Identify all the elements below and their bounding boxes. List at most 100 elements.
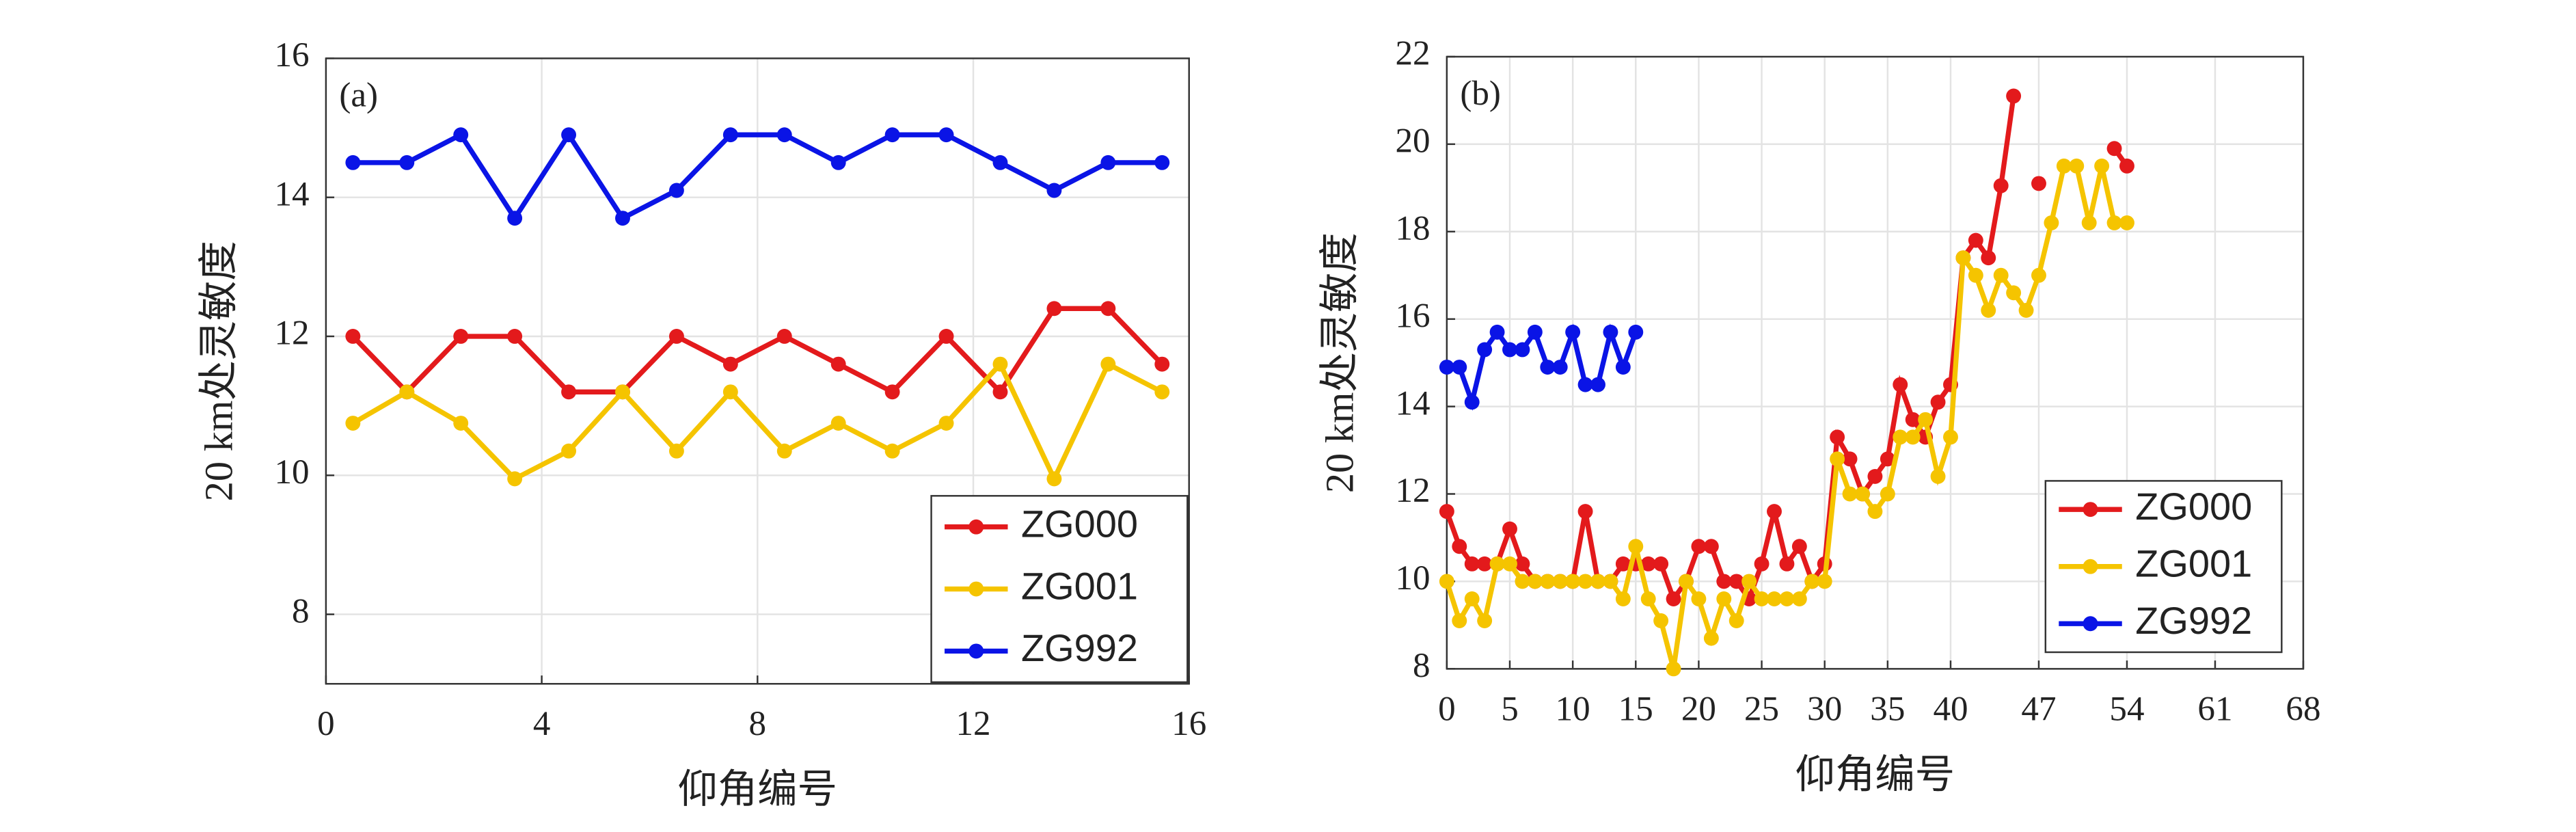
data-point: [1154, 356, 1170, 372]
data-point: [1754, 556, 1770, 572]
data-point: [561, 443, 577, 459]
x-tick-label: 0: [1438, 689, 1456, 728]
data-point: [776, 127, 792, 143]
data-point: [2056, 158, 2072, 174]
y-tick-label: 8: [1413, 646, 1431, 685]
data-point: [668, 443, 684, 459]
data-point: [1653, 556, 1669, 572]
data-point: [1993, 267, 2009, 283]
x-tick-label: 40: [1933, 689, 1968, 728]
data-point: [507, 471, 523, 487]
legend-label: ZG001: [2135, 541, 2252, 585]
data-point: [1955, 250, 1971, 266]
data-point: [1703, 630, 1719, 646]
data-point: [2094, 158, 2110, 174]
data-point: [1830, 451, 1845, 467]
series-line: [1446, 323, 1638, 411]
data-point: [1830, 429, 1845, 445]
x-tick-label: 30: [1807, 689, 1842, 728]
data-point: [938, 329, 954, 344]
x-tick-label: 12: [955, 704, 990, 743]
data-point: [938, 416, 954, 431]
x-axis-label: 仰角编号: [1795, 752, 1955, 796]
data-point: [1842, 451, 1858, 467]
data-point: [2081, 215, 2097, 230]
data-point: [2006, 285, 2022, 301]
data-point: [1918, 412, 1934, 427]
x-tick-label: 16: [1171, 704, 1206, 743]
y-tick-label: 14: [274, 174, 309, 213]
y-tick-label: 22: [1395, 34, 1430, 73]
x-tick-label: 47: [2021, 689, 2056, 728]
data-point: [399, 384, 415, 400]
data-point: [1905, 429, 1921, 445]
data-point: [1981, 302, 1996, 318]
data-point: [1046, 301, 1062, 317]
data-point: [1880, 451, 1895, 467]
data-point: [1767, 591, 1782, 606]
data-point: [830, 155, 846, 170]
data-point: [1565, 324, 1581, 340]
data-point: [1716, 591, 1732, 606]
y-tick-label: 12: [274, 314, 309, 353]
y-axis-label: 20 km处灵敏度: [1317, 232, 1361, 493]
data-point: [1552, 574, 1568, 589]
data-point: [2119, 215, 2134, 230]
x-tick-label: 4: [533, 704, 551, 743]
data-point: [1703, 539, 1719, 554]
data-point: [1527, 574, 1543, 589]
data-point: [1603, 324, 1618, 340]
data-point: [1502, 556, 1517, 572]
data-point: [1577, 504, 1593, 520]
data-point: [1100, 356, 1116, 372]
x-tick-label: 10: [1556, 689, 1590, 728]
data-point: [507, 329, 523, 344]
data-point: [2031, 267, 2046, 283]
x-tick-label: 25: [1744, 689, 1779, 728]
data-point: [2119, 158, 2134, 174]
data-point: [1993, 178, 2009, 193]
data-point: [668, 183, 684, 198]
plot-frame: [325, 57, 1190, 685]
data-point: [1577, 377, 1593, 392]
data-point: [1653, 613, 1669, 628]
data-point: [776, 443, 792, 459]
x-tick-label: 68: [2286, 689, 2320, 728]
data-point: [1867, 468, 1883, 484]
data-point: [1767, 504, 1782, 520]
legend-marker: [968, 519, 984, 535]
data-point: [1842, 486, 1858, 502]
data-point: [1628, 324, 1644, 340]
data-point: [1640, 556, 1656, 572]
data-point: [615, 384, 630, 400]
data-point: [1452, 613, 1467, 628]
data-point: [2106, 141, 2122, 157]
data-point: [1666, 591, 1681, 606]
y-axis-label: 20 km处灵敏度: [196, 241, 241, 501]
data-point: [1791, 591, 1807, 606]
data-point: [1100, 155, 1116, 170]
legend-marker: [968, 581, 984, 597]
data-point: [1565, 574, 1581, 589]
data-point: [884, 443, 900, 459]
legend-marker: [968, 643, 984, 659]
data-point: [1943, 429, 1958, 445]
data-point: [830, 416, 846, 431]
series-line: [351, 306, 1164, 397]
data-point: [453, 127, 469, 143]
legend-label: ZG992: [1021, 626, 1138, 669]
legend-label: ZG001: [1021, 564, 1138, 607]
data-point: [1893, 377, 1908, 392]
data-point: [1640, 591, 1656, 606]
data-point: [2106, 215, 2122, 230]
y-tick-label: 16: [274, 36, 309, 75]
data-point: [1502, 521, 1517, 537]
data-point: [1804, 574, 1820, 589]
data-point: [1691, 539, 1707, 554]
x-tick-label: 8: [749, 704, 767, 743]
data-point: [1552, 360, 1568, 375]
data-point: [1981, 250, 1996, 266]
data-point: [1046, 471, 1062, 487]
